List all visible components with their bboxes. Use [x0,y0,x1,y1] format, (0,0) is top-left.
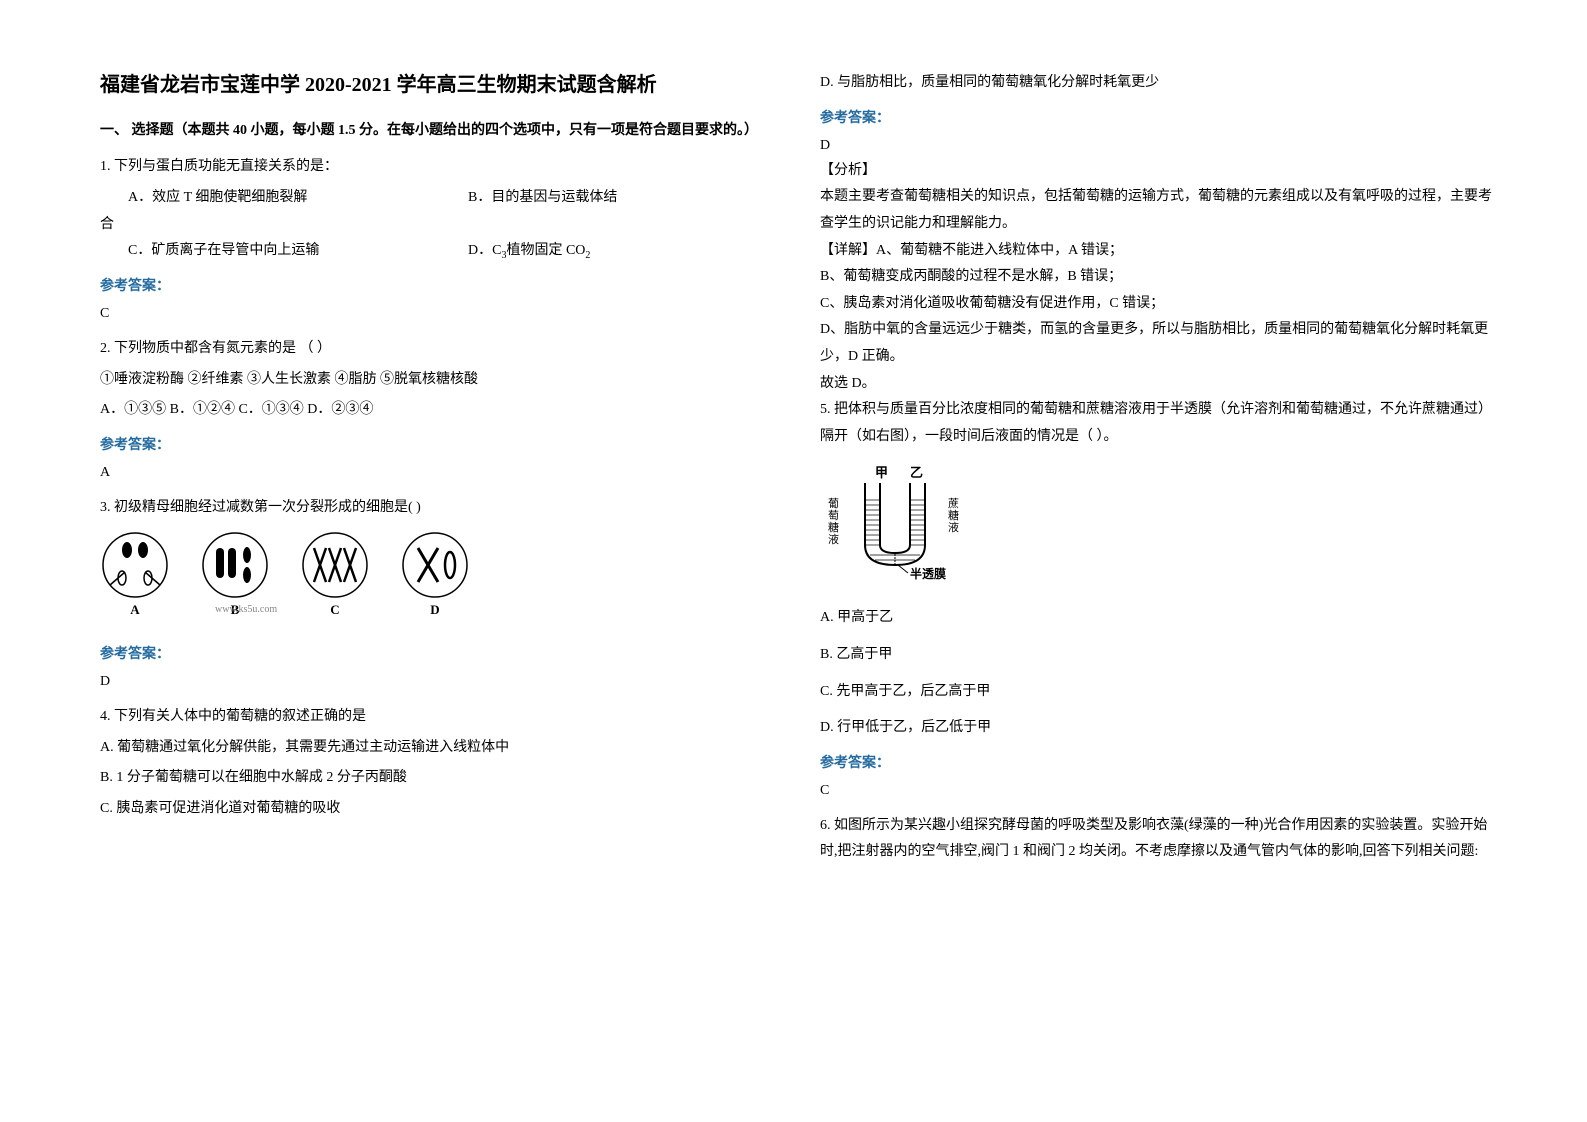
q1-optD-cont: 植物固定 CO [506,243,585,258]
q1-optD: D．C [468,243,501,258]
q1-optD-wrap: D．C3植物固定 CO2 [440,238,590,265]
q6-stem: 6. 如图所示为某兴趣小组探究酵母菌的呼吸类型及影响衣藻(绿藻的一种)光合作用因… [820,813,1500,866]
q4-optB: B. 1 分子葡萄糖可以在细胞中水解成 2 分子丙酮酸 [100,765,780,792]
page-container: 福建省龙岩市宝莲中学 2020-2021 学年高三生物期末试题含解析 一、 选择… [0,0,1587,916]
q1-optA: A．效应 T 细胞使靶细胞裂解 [100,185,440,212]
q1-stem: 1. 下列与蛋白质功能无直接关系的是： [100,154,780,181]
exam-title: 福建省龙岩市宝莲中学 2020-2021 学年高三生物期末试题含解析 [100,70,780,100]
label-right-2: 糖 [948,508,959,522]
q1-optD-sub2: 2 [585,250,590,261]
tube-label-yi-svg: 乙 [910,465,923,480]
q2-list: ①唾液淀粉酶 ②纤维素 ③人生长激素 ④脂肪 ⑤脱氧核糖核酸 [100,367,780,394]
q1-optC: C．矿质离子在导管中向上运输 [100,238,440,265]
q5-answer: C [820,778,1500,803]
q3-watermark: www.ks5u.com [215,604,895,615]
tube-label-jia-svg: 甲 [875,465,888,480]
q1-row-cd: C．矿质离子在导管中向上运输 D．C3植物固定 CO2 [100,238,780,265]
label-left-3: 糖 [828,520,839,534]
q1-row-ab: A．效应 T 细胞使靶细胞裂解 B．目的基因与运载体结 [100,185,780,212]
q4-optD: D. 与脂肪相比，质量相同的葡萄糖氧化分解时耗氧更少 [820,70,1500,97]
q5-optC: C. 先甲高于乙，后乙高于甲 [820,679,1500,706]
q4-answer-label: 参考答案： [820,107,1500,127]
question-2: 2. 下列物质中都含有氮元素的是 （ ） ①唾液淀粉酶 ②纤维素 ③人生长激素 … [100,336,780,485]
question-1: 1. 下列与蛋白质功能无直接关系的是： A．效应 T 细胞使靶细胞裂解 B．目的… [100,154,780,326]
q3-answer: D [100,669,780,694]
q4-optA: A. 葡萄糖通过氧化分解供能，其需要先通过主动运输进入线粒体中 [100,735,780,762]
q1-optB: B．目的基因与运载体结 [440,185,617,212]
q2-answer-label: 参考答案： [100,434,780,454]
u-tube-diagram: 甲 乙 葡 萄 糖 液 蔗 糖 液 [820,465,980,585]
q3-stem: 3. 初级精母细胞经过减数第一次分裂形成的细胞是( ) [100,495,780,522]
label-right-3: 液 [948,520,959,534]
q4-stem: 4. 下列有关人体中的葡萄糖的叙述正确的是 [100,704,780,731]
section-heading: 一、 选择题（本题共 40 小题，每小题 1.5 分。在每小题给出的四个选项中，… [100,120,780,142]
q5-figure: 甲 乙 葡 萄 糖 液 蔗 糖 液 [820,465,1500,590]
cell-diagram-D [400,530,470,600]
cell-diagram-A [100,530,170,600]
q3-cell-A: A [100,530,170,618]
q4-conclusion: 故选 D。 [820,371,1500,398]
label-left-4: 液 [828,532,839,546]
label-left-1: 葡 [828,497,839,510]
q3-answer-label: 参考答案： [100,643,780,663]
q5-answer-label: 参考答案： [820,752,1500,772]
q1-answer: C [100,301,780,326]
q1-answer-label: 参考答案： [100,275,780,295]
q4-analysis-label: 【分析】 [820,158,1500,185]
q2-answer: A [100,460,780,485]
q4-detail-a: 【详解】A、葡萄糖不能进入线粒体中，A 错误； [820,238,1500,265]
cell-diagram-C [300,530,370,600]
q4-detail-d: D、脂肪中氧的含量远远少于糖类，而氢的含量更多，所以与脂肪相比，质量相同的葡萄糖… [820,317,1500,370]
q4-detail-c: C、胰岛素对消化道吸收葡萄糖没有促进作用，C 错误； [820,291,1500,318]
q4-answer: D [820,133,1500,158]
q1-optB-cont: 合 [100,212,780,239]
cell-diagram-B [200,530,270,600]
label-right-1: 蔗 [948,497,959,510]
q5-optD: D. 行甲低于乙，后乙低于甲 [820,715,1500,742]
question-3: 3. 初级精母细胞经过减数第一次分裂形成的细胞是( ) A [100,495,780,694]
q4-optC: C. 胰岛素可促进消化道对葡萄糖的吸收 [100,796,780,823]
membrane-label: 半透膜 [910,566,946,581]
q2-stem: 2. 下列物质中都含有氮元素的是 （ ） [100,336,780,363]
q5-stem: 5. 把体积与质量百分比浓度相同的葡萄糖和蔗糖溶液用于半透膜（允许溶剂和葡萄糖通… [820,397,1500,450]
q4-analysis-p1: 本题主要考查葡萄糖相关的知识点，包括葡萄糖的运输方式，葡萄糖的元素组成以及有氧呼… [820,184,1500,237]
q5-optA: A. 甲高于乙 [820,605,1500,632]
column-right: D. 与脂肪相比，质量相同的葡萄糖氧化分解时耗氧更少 参考答案： D 【分析】 … [820,70,1500,876]
q5-optB: B. 乙高于甲 [820,642,1500,669]
q2-options: A．①③⑤ B．①②④ C．①③④ D．②③④ [100,397,780,424]
q5-options: A. 甲高于乙 B. 乙高于甲 C. 先甲高于乙，后乙高于甲 D. 行甲低于乙，… [820,605,1500,741]
question-6: 6. 如图所示为某兴趣小组探究酵母菌的呼吸类型及影响衣藻(绿藻的一种)光合作用因… [820,813,1500,866]
q4-detail-b: B、葡萄糖变成丙酮酸的过程不是水解，B 错误； [820,264,1500,291]
column-left: 福建省龙岩市宝莲中学 2020-2021 学年高三生物期末试题含解析 一、 选择… [100,70,780,876]
label-left-2: 萄 [828,509,839,522]
question-5: 5. 把体积与质量百分比浓度相同的葡萄糖和蔗糖溶液用于半透膜（允许溶剂和葡萄糖通… [820,397,1500,803]
q3-labelA: A [130,602,139,618]
question-4: 4. 下列有关人体中的葡萄糖的叙述正确的是 A. 葡萄糖通过氧化分解供能，其需要… [100,704,780,822]
